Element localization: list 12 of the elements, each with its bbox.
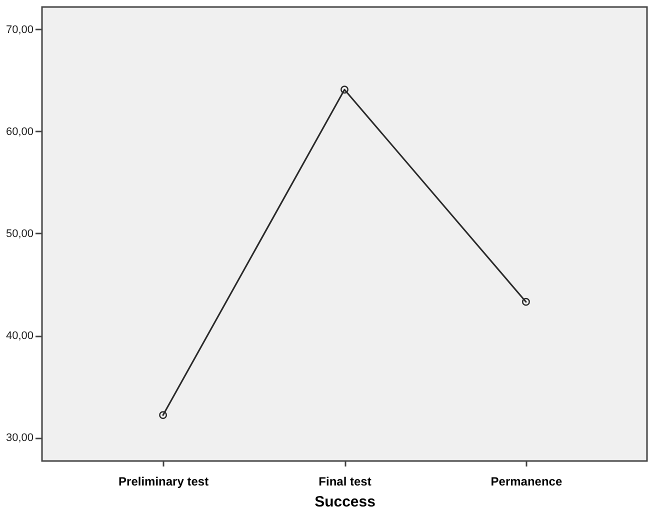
y-tick-label: 70,00 — [6, 24, 34, 36]
y-tick-label: 50,00 — [6, 228, 34, 240]
x-tick-label: Permanence — [490, 474, 562, 488]
y-tick-label: 40,00 — [6, 330, 34, 342]
y-tick-label: 30,00 — [6, 432, 34, 444]
point — [522, 298, 530, 306]
point — [159, 411, 168, 420]
x-axis-title: Success — [314, 494, 376, 510]
x-tick-label: Preliminary test — [118, 474, 209, 488]
point — [340, 86, 349, 94]
x-tick-label: Final test — [318, 474, 372, 488]
y-tick-label: 60,00 — [6, 126, 34, 138]
